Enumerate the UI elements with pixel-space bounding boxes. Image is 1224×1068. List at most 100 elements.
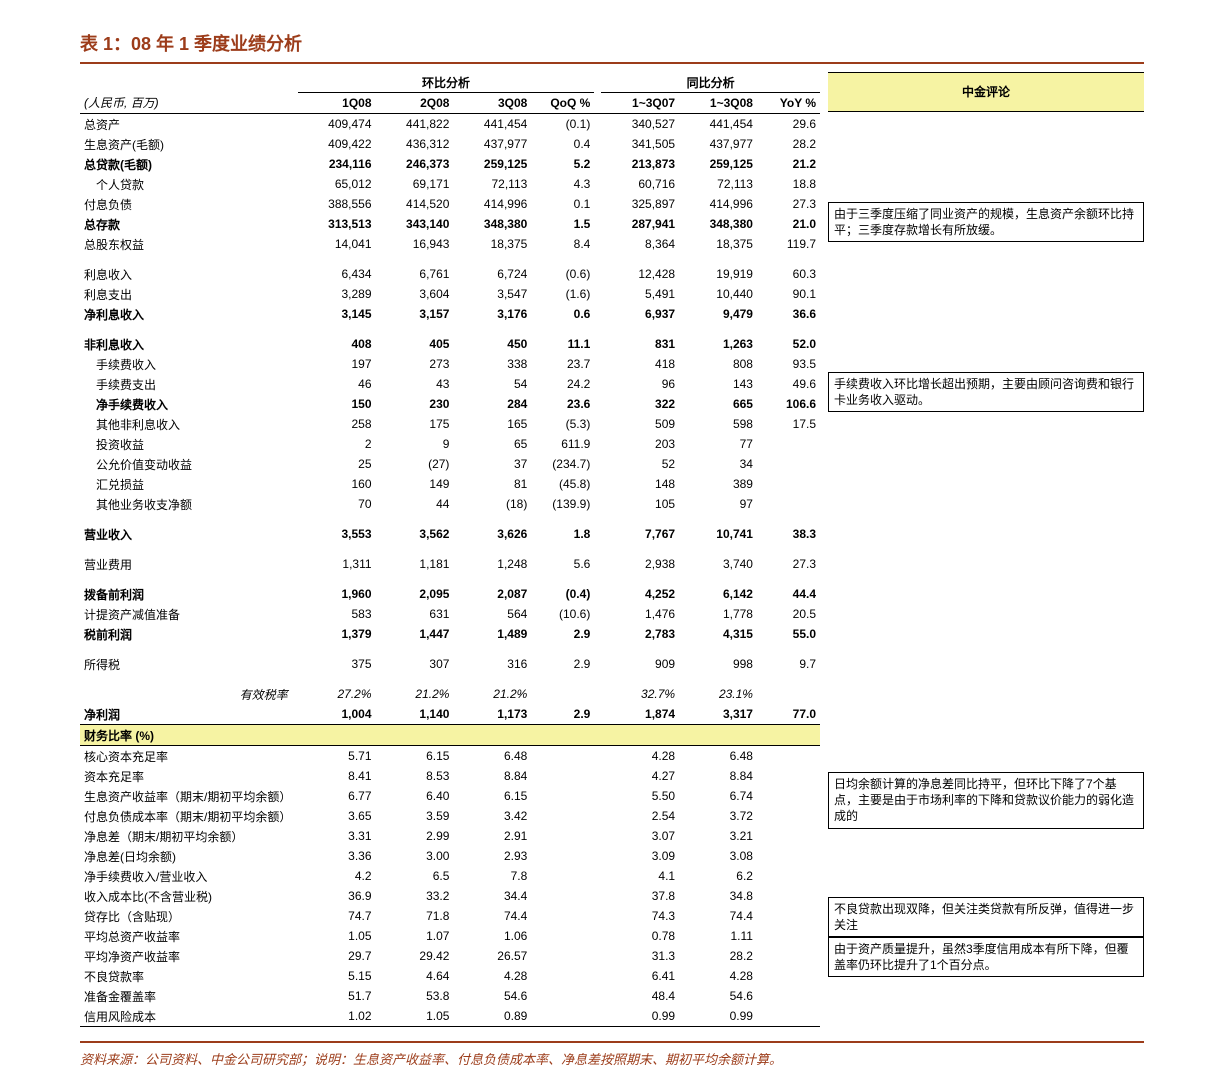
table-row: 非利息收入40840545011.18311,26352.0 xyxy=(80,334,820,354)
cell: 3.21 xyxy=(679,826,757,846)
cell: 3,157 xyxy=(376,304,454,324)
cell: 909 xyxy=(601,654,679,674)
cell: (18) xyxy=(453,494,531,514)
cell: 203 xyxy=(601,434,679,454)
cell: 19,919 xyxy=(679,264,757,284)
cell: 4.28 xyxy=(601,746,679,767)
qoq-group-header: 环比分析 xyxy=(298,72,595,93)
row-label: 生息资产(毛额) xyxy=(80,134,298,154)
cell: 81 xyxy=(453,474,531,494)
cell: 6.74 xyxy=(679,786,757,806)
cell: 25 xyxy=(298,454,376,474)
cell: 1,874 xyxy=(601,704,679,725)
cell xyxy=(757,494,820,514)
cell: 5.2 xyxy=(531,154,594,174)
group-header-row: 环比分析 同比分析 xyxy=(80,72,820,93)
cell: 96 xyxy=(601,374,679,394)
cell: 6,724 xyxy=(453,264,531,284)
report-page: 表 1：08 年 1 季度业绩分析 环比分析 同比分析 xyxy=(0,0,1224,957)
table-row xyxy=(80,544,820,554)
row-label: 营业收入 xyxy=(80,524,298,544)
table-row: 资本充足率8.418.538.844.278.84 xyxy=(80,766,820,786)
cell: 3,553 xyxy=(298,524,376,544)
table-row: 手续费收入19727333823.741880893.5 xyxy=(80,354,820,374)
table-row xyxy=(80,644,820,654)
cell: 213,873 xyxy=(601,154,679,174)
table-row: 所得税3753073162.99099989.7 xyxy=(80,654,820,674)
cell: 1,004 xyxy=(298,704,376,725)
cell: 1,181 xyxy=(376,554,454,574)
main-layout: 环比分析 同比分析 (人民币, 百万) 1Q08 2Q08 3Q08 QoQ %… xyxy=(80,72,1144,1027)
row-label: 公允价值变动收益 xyxy=(80,454,298,474)
cell: 5.71 xyxy=(298,746,376,767)
cell: 18,375 xyxy=(679,234,757,254)
col-1-3q07: 1~3Q07 xyxy=(601,93,679,114)
cell: 631 xyxy=(376,604,454,624)
table-row: 手续费支出46435424.29614349.6 xyxy=(80,374,820,394)
row-label: 资本充足率 xyxy=(80,766,298,786)
row-label: 所得税 xyxy=(80,654,298,674)
cell: 23.7 xyxy=(531,354,594,374)
table-row: 总股东权益14,04116,94318,3758.48,36418,375119… xyxy=(80,234,820,254)
cell: 16,943 xyxy=(376,234,454,254)
cell: 2,087 xyxy=(453,584,531,604)
cell: 234,116 xyxy=(298,154,376,174)
cell: (139.9) xyxy=(531,494,594,514)
cell: 4.27 xyxy=(601,766,679,786)
cell: 437,977 xyxy=(453,134,531,154)
comment-box: 不良贷款出现双降，但关注类贷款有所反弹，值得进一步关注 xyxy=(828,897,1144,937)
table-row: 生息资产(毛额)409,422436,312437,9770.4341,5054… xyxy=(80,134,820,154)
cell: 4.28 xyxy=(453,966,531,986)
row-label: 税前利润 xyxy=(80,624,298,644)
cell: 1,311 xyxy=(298,554,376,574)
cell: (0.4) xyxy=(531,584,594,604)
cell: 3,547 xyxy=(453,284,531,304)
cell: 175 xyxy=(376,414,454,434)
cell: 6,434 xyxy=(298,264,376,284)
cell: 21.2% xyxy=(453,684,531,704)
table-row: 拨备前利润1,9602,0952,087(0.4)4,2526,14244.4 xyxy=(80,584,820,604)
cell: 6,937 xyxy=(601,304,679,324)
cell: 611.9 xyxy=(531,434,594,454)
cell xyxy=(757,474,820,494)
cell: 6.15 xyxy=(453,786,531,806)
cell: 1,778 xyxy=(679,604,757,624)
cell: 6.77 xyxy=(298,786,376,806)
cell: 90.1 xyxy=(757,284,820,304)
table-title: 表 1：08 年 1 季度业绩分析 xyxy=(80,30,1144,56)
yoy-group-header: 同比分析 xyxy=(601,72,820,93)
title-rule xyxy=(80,62,1144,64)
cell: 259,125 xyxy=(453,154,531,174)
cell: 36.9 xyxy=(298,886,376,906)
cell: 74.4 xyxy=(453,906,531,926)
cell: 1,476 xyxy=(601,604,679,624)
row-label: 平均净资产收益率 xyxy=(80,946,298,966)
cell: 1.06 xyxy=(453,926,531,946)
ratio-rows: 核心资本充足率5.716.156.484.286.48资本充足率8.418.53… xyxy=(80,746,820,1027)
cell: 28.2 xyxy=(679,946,757,966)
cell: 52.0 xyxy=(757,334,820,354)
table-row: 贷存比（含贴现）74.771.874.474.374.4 xyxy=(80,906,820,926)
row-label: 营业费用 xyxy=(80,554,298,574)
table-row: 营业费用1,3111,1811,2485.62,9383,74027.3 xyxy=(80,554,820,574)
cell: 2,938 xyxy=(601,554,679,574)
col-3q08: 3Q08 xyxy=(453,93,531,114)
cell: 72,113 xyxy=(453,174,531,194)
cell: 60,716 xyxy=(601,174,679,194)
cell: 3,562 xyxy=(376,524,454,544)
cell: 9,479 xyxy=(679,304,757,324)
cell: 388,556 xyxy=(298,194,376,214)
cell: 6.5 xyxy=(376,866,454,886)
cell: 52 xyxy=(601,454,679,474)
row-label: 贷存比（含贴现） xyxy=(80,906,298,926)
main-rows: 总资产409,474441,822441,454(0.1)340,527441,… xyxy=(80,114,820,725)
cell: (5.3) xyxy=(531,414,594,434)
cell: 5.6 xyxy=(531,554,594,574)
cell: 72,113 xyxy=(679,174,757,194)
table-row: 利息收入6,4346,7616,724(0.6)12,42819,91960.3 xyxy=(80,264,820,284)
cell: 10,741 xyxy=(679,524,757,544)
table-row: 个人贷款65,01269,17172,1134.360,71672,11318.… xyxy=(80,174,820,194)
cell: 3,604 xyxy=(376,284,454,304)
cell: 0.89 xyxy=(453,1006,531,1027)
table-row: 信用风险成本1.021.050.890.990.99 xyxy=(80,1006,820,1027)
